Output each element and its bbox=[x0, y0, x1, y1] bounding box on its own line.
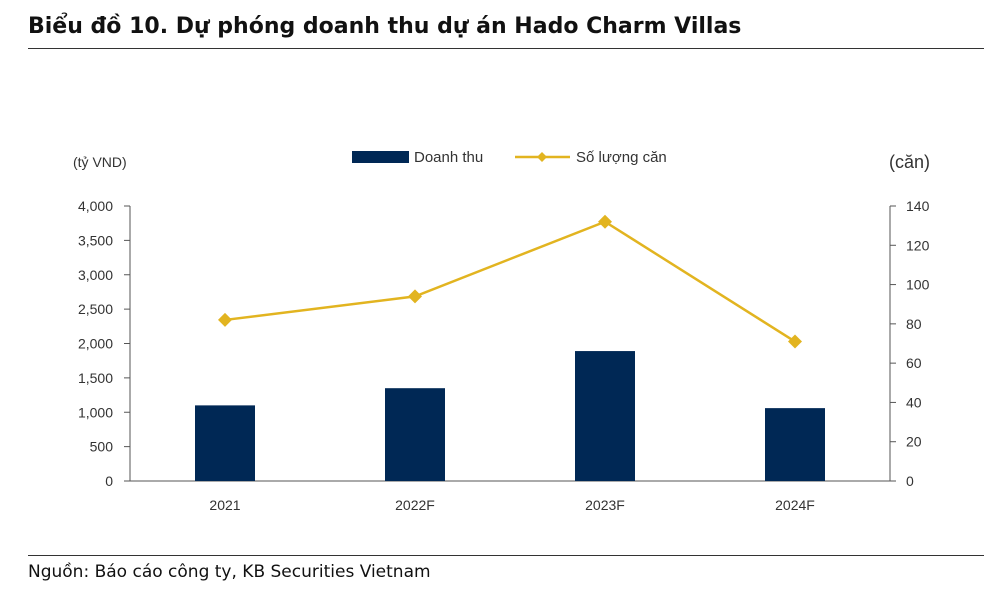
x-tick-label: 2022F bbox=[395, 497, 435, 513]
line-point bbox=[408, 289, 422, 304]
x-tick-label: 2024F bbox=[775, 497, 815, 513]
right-axis-label: (căn) bbox=[889, 152, 930, 172]
line-point bbox=[218, 312, 232, 327]
right-tick-label: 20 bbox=[906, 434, 922, 450]
x-tick-label: 2023F bbox=[585, 497, 625, 513]
legend: Doanh thu Số lượng căn bbox=[352, 149, 667, 166]
right-tick-label: 0 bbox=[906, 473, 914, 489]
left-tick-label: 1,500 bbox=[78, 370, 113, 386]
bar bbox=[385, 388, 445, 481]
series-line bbox=[224, 220, 796, 343]
right-tick-label: 100 bbox=[906, 277, 930, 293]
line-group bbox=[218, 214, 802, 349]
left-tick-label: 1,000 bbox=[78, 404, 113, 420]
left-tick-label: 2,500 bbox=[78, 301, 113, 317]
left-tick-label: 2,000 bbox=[78, 336, 113, 352]
bar bbox=[765, 408, 825, 481]
bottom-divider bbox=[28, 555, 984, 556]
top-divider bbox=[28, 48, 984, 49]
right-tick-label: 60 bbox=[906, 355, 922, 371]
source-note: Nguồn: Báo cáo công ty, KB Securities Vi… bbox=[28, 562, 431, 582]
left-axis-label: (tỷ VND) bbox=[73, 154, 127, 170]
line-point bbox=[788, 334, 802, 349]
line-point bbox=[598, 214, 612, 229]
right-tick-label: 40 bbox=[906, 394, 922, 410]
left-tick-label: 3,000 bbox=[78, 267, 113, 283]
left-tick-label: 4,000 bbox=[78, 198, 113, 214]
bar bbox=[195, 405, 255, 481]
axes-group: 0 500 1,000 1,500 2,000 2,500 3,000 3,500 4,000 0… bbox=[73, 152, 930, 513]
right-tick-label: 80 bbox=[906, 316, 922, 332]
legend-label-bar: Doanh thu bbox=[414, 149, 483, 166]
right-tick-label: 140 bbox=[906, 198, 930, 214]
bar bbox=[575, 351, 635, 481]
left-tick-label: 0 bbox=[105, 473, 113, 489]
left-tick-label: 3,500 bbox=[78, 232, 113, 248]
right-tick-label: 120 bbox=[906, 237, 930, 253]
x-tick-label: 2021 bbox=[209, 497, 240, 513]
chart-title: Biểu đồ 10. Dự phóng doanh thu dự án Had… bbox=[28, 14, 742, 39]
left-tick-label: 500 bbox=[90, 439, 114, 455]
legend-label-line: Số lượng căn bbox=[576, 149, 667, 166]
bars-group bbox=[195, 351, 825, 481]
legend-swatch-marker bbox=[537, 152, 547, 162]
legend-swatch-bar bbox=[352, 151, 409, 163]
